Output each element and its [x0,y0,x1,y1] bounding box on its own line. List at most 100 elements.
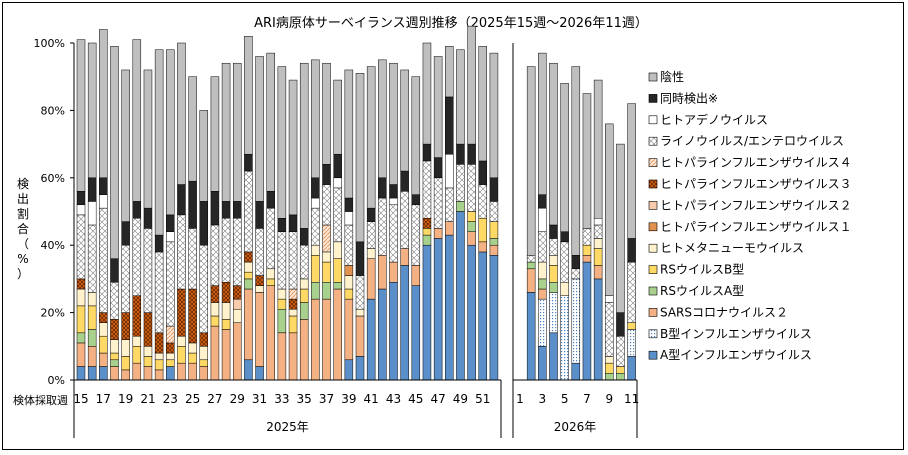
bar-segment [616,366,625,374]
bar-segment [177,288,186,337]
bar-segment [344,265,354,276]
bar-segment [538,194,547,209]
bar-segment [333,187,342,243]
bar-segment [188,228,197,290]
bar-segment [244,278,253,290]
bar-segment [571,255,581,270]
bar-segment [344,288,354,300]
bar-segment [221,302,231,320]
legend-label: ヒトメタニューモウイルス [660,241,804,255]
legend-swatch [648,222,658,232]
bar-segment [210,325,220,381]
bar-segment [333,153,342,179]
bar-segment [400,191,409,249]
legend-swatch [648,308,658,317]
bar-segment [526,268,536,293]
bar-segment [422,143,432,162]
bar-segment [288,288,298,300]
bar-segment [166,231,175,243]
bar-segment [311,197,320,209]
bar-segment [344,197,354,212]
bar-segment [538,346,547,381]
bar-segment [311,298,320,381]
bar-segment [210,76,220,192]
bar-segment [344,275,354,290]
bar-segment [232,201,242,219]
bar-segment [422,160,432,219]
y-label-char: ） [17,267,29,281]
bar-segment [389,204,398,263]
bar-segment [255,285,264,293]
bar-segment [255,366,264,381]
bar-segment [322,282,331,300]
bar-segment [489,221,499,239]
bar-segment [221,201,231,219]
bar-segment [593,238,603,249]
bar-segment [255,275,264,286]
bar-segment [299,62,309,229]
x-tick-label: 23 [163,392,178,406]
bar-segment [311,177,320,199]
bar-segment [311,207,320,246]
bar-segment [277,298,287,310]
bar-segment [605,356,614,364]
y-label-char: 検 [17,177,29,191]
x-group-label: 2025年 [266,420,309,434]
bar-segment [99,194,108,209]
x-tick-label: 25 [185,392,200,406]
chart-svg: ARI病原体サーベイランス週別推移（2025年15週～2026年11週） 検出割… [13,16,852,438]
bar-segment [538,298,547,347]
bar-segment [433,238,443,381]
bar-segment [322,164,331,185]
bar-segment [166,241,175,327]
y-label-char: 割 [17,206,29,221]
bar-segment [605,362,614,374]
bar-segment [400,69,409,172]
legend-label: A型インフルエンザウイルス [660,348,812,362]
bar-segment [582,255,592,263]
bar-segment [166,214,175,232]
bar-segment [110,319,119,340]
bar-segment [422,228,432,236]
legend-swatch [648,201,658,210]
bar-segment [422,217,432,229]
bar-segment [255,56,264,202]
bar-segment [538,52,547,195]
bar-segment [616,335,625,367]
bar-segment [445,221,454,236]
bar-segment [76,288,86,307]
bar-segment [333,282,342,290]
bar-segment [166,352,175,361]
bar-segment [210,285,220,303]
bar-segment [110,359,119,367]
bar-segment [154,234,164,253]
bar-segment [478,184,488,219]
bar-segment [166,49,175,216]
y-tick-label: 80% [41,104,65,117]
legend-label: B型インフルエンザウイルス [660,327,812,341]
bar-segment [76,366,86,381]
bar-segment [456,211,465,381]
bar-segment [76,305,86,334]
bar-segment [411,265,421,286]
bar-segment [322,184,331,226]
x-tick-label: 19 [118,392,133,406]
bar-segment [538,207,547,232]
bar-segment [389,62,398,185]
bar-segment [232,308,242,323]
bar-segment [266,52,275,192]
bar-segment [87,366,97,381]
bar-segment [549,265,558,283]
bar-segment [445,46,454,98]
x-tick-label: 49 [453,392,468,406]
bar-segment [277,66,287,219]
bar-segment [549,282,558,293]
bar-segment [616,312,625,337]
bar-segment [132,346,142,364]
x-tick-label: 51 [475,392,490,406]
x-tick-label: 31 [252,392,267,406]
bar-segment [143,312,153,347]
y-tick-label: 0% [48,374,65,387]
bar-segment [99,366,108,381]
bar-segment [433,56,443,158]
